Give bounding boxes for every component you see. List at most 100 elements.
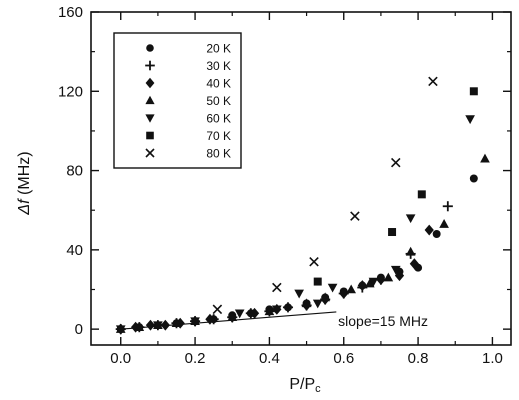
- data-point: [339, 288, 349, 299]
- y-tick-label: 0: [75, 321, 83, 338]
- data-point: [294, 289, 304, 299]
- x-tick-label: 0.0: [110, 350, 131, 367]
- data-point: [465, 115, 475, 125]
- marker-shape: [388, 228, 397, 237]
- marker-shape: [264, 306, 275, 316]
- data-point: [301, 298, 312, 308]
- data-point: [424, 224, 434, 236]
- marker-shape: [272, 282, 282, 293]
- data-point: [388, 228, 397, 237]
- marker-shape: [312, 299, 323, 309]
- legend-label: 80 K: [206, 147, 231, 161]
- marker-shape: [383, 272, 394, 282]
- marker-shape: [417, 190, 426, 199]
- slope-label: slope=15 MHz: [338, 313, 428, 329]
- x-tick-label: 0.2: [185, 350, 206, 367]
- marker-shape: [346, 284, 357, 294]
- marker-shape: [145, 95, 155, 105]
- data-point: [394, 270, 405, 282]
- data-point: [227, 312, 238, 322]
- x-tick-label: 0.4: [259, 350, 280, 367]
- x-tick-label: 0.8: [408, 350, 429, 367]
- marker-shape: [227, 312, 238, 322]
- data-point: [313, 277, 322, 286]
- marker-shape: [205, 313, 215, 325]
- legend-marker: [146, 131, 154, 140]
- legend-marker: [145, 77, 155, 89]
- legend-label: 20 K: [206, 42, 231, 56]
- legend-label: 50 K: [206, 94, 231, 108]
- data-point: [390, 265, 401, 275]
- data-point: [190, 317, 200, 327]
- x-tick-label: 0.6: [333, 350, 354, 367]
- legend-marker: [145, 95, 155, 105]
- axis-tick-labels: 0.0 0.2 0.4 0.6 0.8 1.0 0 40 80 120 160: [58, 4, 503, 367]
- data-point: [469, 87, 478, 96]
- marker-shape: [465, 115, 475, 125]
- x-axis-title-main: P/P: [289, 376, 315, 393]
- marker-shape: [350, 211, 360, 221]
- marker-shape: [439, 219, 449, 228]
- data-point: [357, 280, 367, 291]
- marker-shape: [405, 246, 416, 256]
- marker-shape: [171, 318, 182, 327]
- marker-shape: [145, 114, 155, 123]
- data-point: [249, 307, 260, 319]
- data-point: [346, 284, 357, 294]
- series-60k: [115, 115, 475, 335]
- marker-shape: [134, 322, 145, 331]
- data-point: [145, 319, 156, 331]
- data-point: [428, 76, 438, 87]
- data-point: [282, 302, 294, 313]
- data-point: [405, 246, 416, 256]
- legend-label: 40 K: [206, 77, 231, 91]
- data-point: [327, 283, 338, 293]
- y-tick-label: 120: [58, 83, 83, 100]
- data-point: [153, 321, 163, 331]
- legend-marker: [145, 114, 155, 123]
- x-axis-title-subscript: c: [315, 383, 321, 395]
- x-tick-label: 1.0: [482, 350, 503, 367]
- marker-shape: [153, 321, 163, 331]
- marker-shape: [428, 76, 438, 87]
- marker-shape: [160, 319, 170, 331]
- data-point: [171, 318, 182, 327]
- marker-shape: [357, 280, 367, 291]
- marker-shape: [249, 307, 260, 319]
- marker-shape: [409, 258, 419, 270]
- data-point: [160, 319, 170, 331]
- series-50k: [115, 153, 490, 333]
- legend-label: 60 K: [206, 112, 231, 126]
- data-point: [469, 174, 478, 183]
- y-tick-label: 80: [66, 163, 83, 180]
- y-tick-label: 160: [58, 4, 83, 21]
- data-points: [115, 76, 490, 335]
- data-point: [376, 274, 386, 286]
- data-point: [312, 299, 323, 309]
- marker-shape: [301, 298, 312, 308]
- marker-shape: [234, 309, 245, 319]
- legend: 20 K 30 K 40 K 50 K 60 K 70 K 80 K: [113, 32, 242, 169]
- data-point: [391, 157, 401, 168]
- marker-shape: [327, 283, 338, 293]
- x-axis-title: P/Pc: [289, 376, 321, 395]
- data-point: [480, 153, 490, 163]
- marker-shape: [405, 214, 416, 224]
- legend-marker: [145, 60, 155, 71]
- marker-shape: [390, 265, 401, 275]
- data-point: [134, 322, 145, 331]
- marker-shape: [469, 87, 478, 96]
- data-point: [205, 313, 215, 325]
- data-point: [264, 306, 275, 316]
- marker-shape: [145, 77, 155, 89]
- plot-area: [90, 11, 512, 346]
- y-axis-title-unit: (MHz): [16, 151, 33, 199]
- marker-shape: [145, 148, 155, 158]
- legend-marker: [146, 44, 154, 52]
- data-point: [272, 305, 282, 315]
- marker-shape: [313, 277, 322, 286]
- y-axis-title: Δf (MHz): [16, 151, 33, 215]
- series-70k: [313, 87, 478, 286]
- data-point: [439, 219, 449, 228]
